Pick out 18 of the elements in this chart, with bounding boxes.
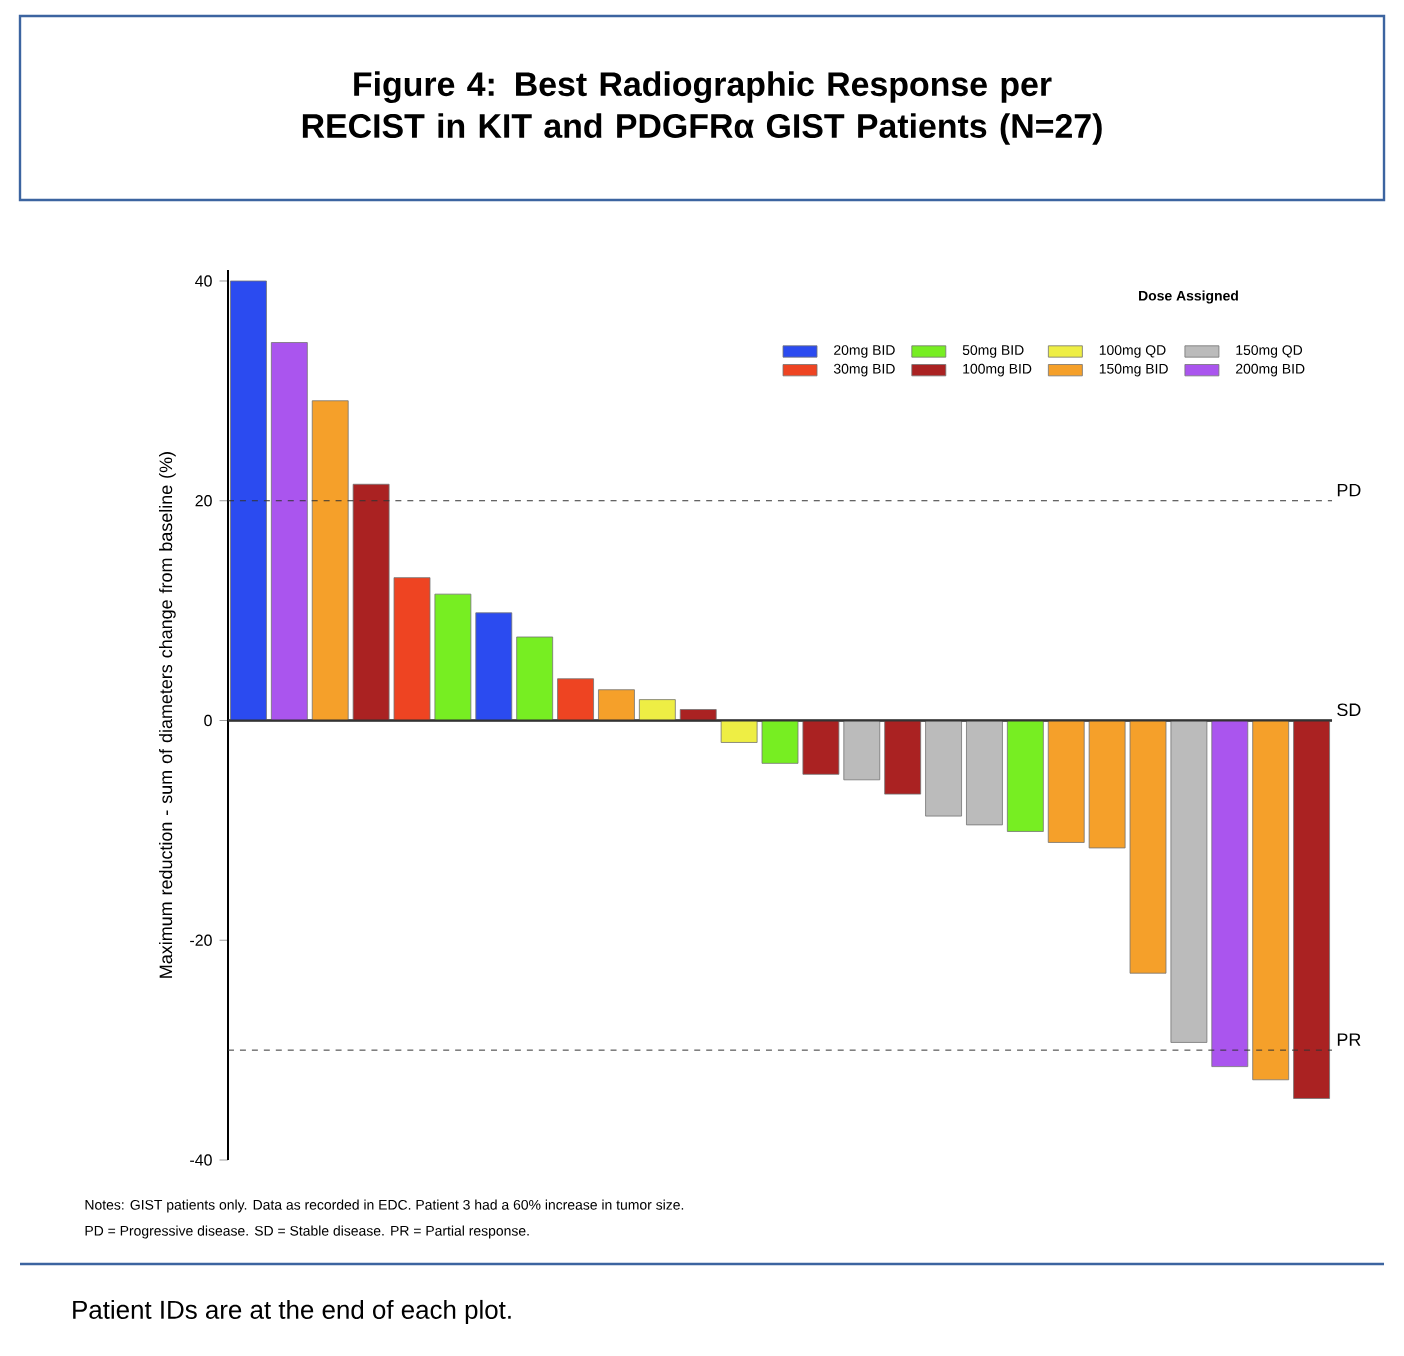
bar — [557, 678, 594, 721]
chart-title: Figure 4: Best Radiographic Response per RECIST in KIT and PDGFRα GIST Patients (N=27) — [302, 71, 1102, 145]
bar — [966, 720, 1003, 826]
bar — [598, 689, 635, 721]
bar — [925, 720, 962, 817]
bar — [884, 720, 922, 795]
bar — [638, 699, 676, 721]
ref-line-label: PR — [1337, 1033, 1361, 1046]
ref-line-label: PD — [1337, 483, 1361, 497]
y-axis-title: Maximum reduction - sum of diameters change from baseline (%) — [159, 452, 176, 978]
ref-line-label: SD — [1337, 703, 1361, 717]
bar — [230, 280, 267, 721]
bar — [1252, 720, 1290, 1081]
bar — [1006, 720, 1044, 832]
text: Patient IDs are at the end of each plot. — [73, 1299, 511, 1325]
bar — [516, 636, 554, 721]
bar — [270, 342, 308, 721]
bar — [1293, 720, 1330, 1099]
